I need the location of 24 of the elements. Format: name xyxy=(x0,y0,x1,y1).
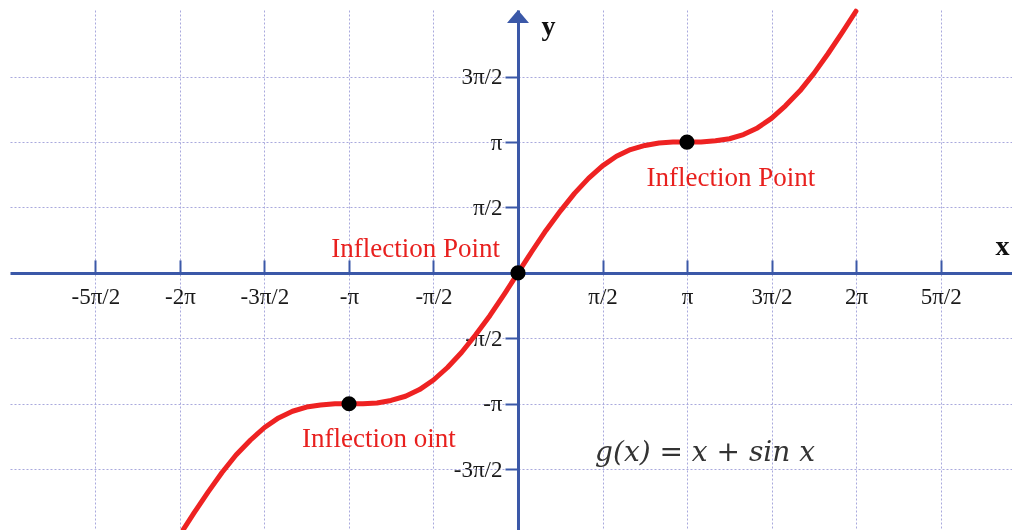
y-axis-title: y xyxy=(541,9,556,41)
x-tick-label: -3π/2 xyxy=(240,284,290,310)
annotation: Inflection oint xyxy=(302,422,457,453)
point xyxy=(679,134,695,150)
x-axis-title: x xyxy=(995,230,1010,262)
x-tick-label: -π/2 xyxy=(415,284,453,310)
x-tick-label: 5π/2 xyxy=(920,284,962,310)
y-tick-label: -3π/2 xyxy=(453,456,503,482)
y-tick-label: 3π/2 xyxy=(461,64,503,90)
x-tick-label: π/2 xyxy=(588,284,618,310)
annotation: Inflection Point xyxy=(646,162,816,193)
point xyxy=(510,265,526,281)
annotation: g(x) = x + sin x xyxy=(595,435,816,468)
annotation: Inflection Point xyxy=(331,232,501,263)
x-tick-label: 2π xyxy=(845,284,869,310)
x-tick-label: -π xyxy=(339,284,360,310)
x-tick-label: -2π xyxy=(165,284,197,310)
y-tick-label: π xyxy=(490,129,503,155)
y-tick-label: π/2 xyxy=(472,194,503,220)
y-tick-label: -π xyxy=(483,391,503,417)
x-tick-label: π xyxy=(681,284,694,310)
point xyxy=(341,396,357,412)
x-tick-label: -5π/2 xyxy=(71,284,121,310)
x-tick-label: 3π/2 xyxy=(751,284,793,310)
